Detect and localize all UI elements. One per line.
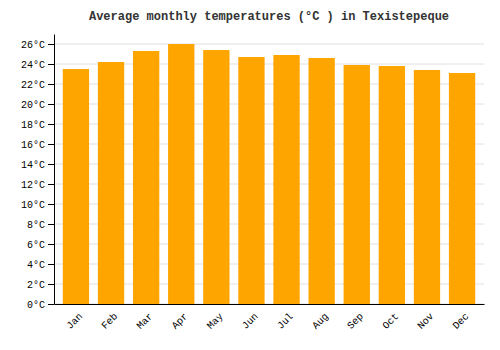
y-tick-label: 12°C bbox=[21, 180, 45, 191]
y-tick: 8°C bbox=[27, 220, 54, 231]
y-tick: 12°C bbox=[21, 180, 54, 191]
x-tick: Jul bbox=[275, 311, 296, 332]
y-tick-label: 6°C bbox=[27, 240, 45, 251]
y-tick-mark bbox=[48, 224, 54, 225]
y-axis-line bbox=[54, 35, 55, 305]
title: Average monthly temperatures (°C ) in Te… bbox=[89, 10, 449, 24]
x-axis-line bbox=[55, 304, 485, 305]
x-tick: Jun bbox=[240, 311, 261, 332]
y-tick-mark bbox=[48, 64, 54, 65]
x-tick: Sep bbox=[345, 311, 366, 332]
y-tick: 18°C bbox=[21, 120, 54, 131]
y-tick-mark bbox=[48, 144, 54, 145]
y-tick-mark bbox=[48, 204, 54, 205]
y-tick: 24°C bbox=[21, 60, 54, 71]
y-tick-mark bbox=[48, 104, 54, 105]
bar bbox=[238, 57, 264, 304]
y-tick-mark bbox=[48, 304, 54, 305]
y-tick-label: 24°C bbox=[21, 60, 45, 71]
bars bbox=[63, 44, 475, 304]
y-tick: 22°C bbox=[21, 80, 54, 91]
x-tick-label: Dec bbox=[451, 311, 472, 332]
y-tick: 2°C bbox=[27, 280, 54, 291]
y-tick-label: 22°C bbox=[21, 80, 45, 91]
x-tick-label: May bbox=[205, 311, 226, 332]
y-tick: 20°C bbox=[21, 100, 54, 111]
bar bbox=[308, 58, 334, 304]
plot-area: 0°C 2°C 4°C 6°C 8°C 10°C 12°C 14°C 16°C 18°C 20°C 2… bbox=[21, 35, 485, 332]
x-tick: May bbox=[205, 311, 226, 332]
x-tick: Feb bbox=[100, 311, 121, 332]
bar bbox=[133, 51, 159, 304]
x-tick: Nov bbox=[416, 311, 437, 332]
x-tick: Jan bbox=[65, 311, 86, 332]
grid-line bbox=[54, 44, 484, 45]
y-tick-mark bbox=[48, 284, 54, 285]
chart: 0°C 2°C 4°C 6°C 8°C 10°C 12°C 14°C 16°C 18°C 20°C 2… bbox=[0, 0, 500, 350]
x-tick-label: Oct bbox=[381, 311, 402, 332]
x-tick-label: Jan bbox=[65, 311, 86, 332]
y-tick-mark bbox=[48, 124, 54, 125]
x-tick-label: Mar bbox=[135, 311, 156, 332]
y-tick-label: 8°C bbox=[27, 220, 45, 231]
x-tick: Dec bbox=[451, 311, 472, 332]
y-tick-mark bbox=[48, 84, 54, 85]
x-tick: Aug bbox=[310, 311, 331, 332]
bar bbox=[273, 55, 299, 304]
y-axis: 0°C 2°C 4°C 6°C 8°C 10°C 12°C 14°C 16°C 18°C 20°C 2… bbox=[21, 35, 55, 311]
x-tick-label: Apr bbox=[170, 311, 191, 332]
y-tick-label: 0°C bbox=[27, 300, 45, 311]
x-tick: Apr bbox=[170, 311, 191, 332]
y-tick-label: 20°C bbox=[21, 100, 45, 111]
y-tick-label: 26°C bbox=[21, 40, 45, 51]
bar bbox=[344, 65, 370, 304]
y-tick: 16°C bbox=[21, 140, 54, 151]
x-tick-label: Nov bbox=[416, 311, 437, 332]
x-axis: Jan Feb Mar Apr May Jun Jul Aug Sep Oct Nov Dec bbox=[55, 305, 485, 332]
y-tick-mark bbox=[48, 244, 54, 245]
x-tick-label: Jul bbox=[275, 311, 296, 332]
x-tick: Oct bbox=[381, 311, 402, 332]
bar bbox=[98, 62, 124, 304]
x-tick: Mar bbox=[135, 311, 156, 332]
y-tick: 6°C bbox=[27, 240, 54, 251]
bar bbox=[449, 73, 475, 304]
y-tick-label: 16°C bbox=[21, 140, 45, 151]
y-tick: 26°C bbox=[21, 40, 54, 51]
x-tick-label: Feb bbox=[100, 311, 121, 332]
x-tick-label: Sep bbox=[345, 311, 366, 332]
y-tick-label: 10°C bbox=[21, 200, 45, 211]
y-tick-mark bbox=[48, 44, 54, 45]
bar bbox=[168, 44, 194, 304]
x-tick-label: Aug bbox=[310, 311, 331, 332]
bar bbox=[414, 70, 440, 304]
y-tick-mark bbox=[48, 164, 54, 165]
y-tick-label: 2°C bbox=[27, 280, 45, 291]
y-tick: 14°C bbox=[21, 160, 54, 171]
bar bbox=[379, 66, 405, 304]
y-tick-mark bbox=[48, 184, 54, 185]
y-tick: 10°C bbox=[21, 200, 54, 211]
y-tick: 4°C bbox=[27, 260, 54, 271]
bar bbox=[63, 69, 89, 304]
bar bbox=[203, 50, 229, 304]
y-tick-label: 4°C bbox=[27, 260, 45, 271]
y-tick-label: 18°C bbox=[21, 120, 45, 131]
y-tick: 0°C bbox=[27, 300, 54, 311]
grid bbox=[54, 44, 484, 304]
y-tick-mark bbox=[48, 264, 54, 265]
y-tick-label: 14°C bbox=[21, 160, 45, 171]
x-tick-label: Jun bbox=[240, 311, 261, 332]
